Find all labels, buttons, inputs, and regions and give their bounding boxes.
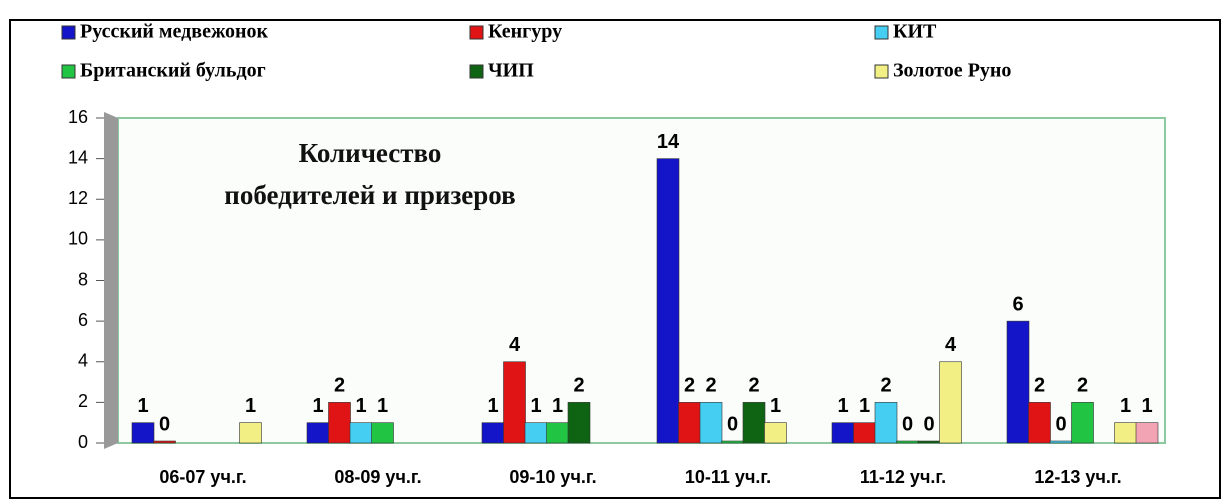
value-label: 0 — [1055, 413, 1066, 435]
value-label: 6 — [1012, 293, 1023, 315]
x-tick-label: 10-11 уч.г. — [685, 467, 771, 487]
value-label: 2 — [748, 375, 759, 397]
legend-swatch — [469, 64, 484, 79]
x-tick-label: 12-13 уч.г. — [1034, 467, 1121, 487]
y-tick-label: 10 — [68, 229, 88, 249]
bar — [567, 402, 591, 444]
value-label: 0 — [902, 413, 913, 435]
bar — [239, 422, 262, 444]
bar — [678, 402, 701, 444]
y-tick-label: 16 — [68, 107, 88, 127]
y-tick-label: 14 — [68, 147, 88, 167]
legend-swatch — [469, 25, 484, 40]
axis-wall — [104, 112, 118, 449]
value-label: 4 — [945, 334, 957, 356]
value-label: 1 — [530, 395, 541, 417]
bar — [1006, 320, 1030, 444]
y-tick-label: 12 — [68, 188, 88, 208]
y-tick-label: 0 — [78, 432, 88, 452]
chart-title: Количество победителей и призеров — [224, 138, 516, 210]
x-tick-label: 09-10 уч.г. — [509, 467, 596, 487]
value-label: 1 — [770, 395, 781, 417]
plot-area — [117, 117, 1166, 444]
value-label: 2 — [334, 375, 345, 397]
legend-swatch — [874, 25, 889, 40]
bar — [656, 158, 680, 444]
value-label: 14 — [657, 131, 680, 153]
bar — [306, 422, 330, 444]
bar — [349, 422, 373, 444]
legend-swatch — [874, 64, 889, 79]
bar — [1114, 422, 1137, 444]
legend-label: ЧИП — [488, 60, 534, 82]
bar — [742, 402, 766, 444]
y-tick-label: 8 — [78, 269, 88, 289]
y-tick-label: 6 — [78, 310, 88, 330]
bar — [1028, 402, 1051, 444]
bar — [853, 422, 876, 444]
x-tick-label: 11-12 уч.г. — [860, 467, 946, 487]
legend-label: Британский бульдог — [80, 60, 266, 82]
legend-label: КИТ — [893, 21, 937, 43]
bar — [917, 440, 941, 444]
bar — [131, 422, 155, 444]
value-label: 0 — [727, 413, 738, 435]
value-label: 1 — [552, 395, 563, 417]
value-label: 1 — [859, 395, 870, 417]
bar — [874, 402, 898, 444]
value-label: 2 — [705, 375, 716, 397]
value-label: 1 — [377, 395, 388, 417]
bar — [1049, 440, 1073, 444]
bar — [371, 422, 394, 444]
bar — [831, 422, 855, 444]
frame — [9, 19, 1221, 499]
bar — [1135, 422, 1159, 444]
value-label: 2 — [684, 375, 695, 397]
value-label: 1 — [837, 395, 848, 417]
y-tick-label: 2 — [78, 391, 88, 411]
bar — [1071, 402, 1094, 444]
value-label: 2 — [880, 375, 891, 397]
value-label: 2 — [1077, 375, 1088, 397]
value-label: 1 — [1141, 395, 1152, 417]
value-label: 1 — [487, 395, 498, 417]
x-tick-label: 06-07 уч.г. — [159, 467, 246, 487]
bar — [721, 440, 744, 444]
value-label: 1 — [1120, 395, 1131, 417]
bar — [939, 361, 962, 444]
legend-swatch — [61, 25, 76, 40]
bar — [481, 422, 505, 444]
value-label: 1 — [355, 395, 366, 417]
value-label: 1 — [137, 395, 148, 417]
value-label: 1 — [245, 395, 256, 417]
value-label: 0 — [159, 413, 170, 435]
x-tick-label: 08-09 уч.г. — [334, 467, 421, 487]
legend-swatch — [61, 64, 76, 79]
bar — [328, 402, 351, 444]
bar — [546, 422, 569, 444]
bar — [503, 361, 526, 444]
bar — [153, 440, 176, 444]
bar — [896, 440, 919, 444]
bar — [699, 402, 723, 444]
y-tick-label: 4 — [78, 351, 88, 371]
value-label: 1 — [312, 395, 323, 417]
legend-label: Русский медвежонок — [80, 21, 268, 43]
legend-label: Золотое Руно — [893, 60, 1011, 82]
value-label: 0 — [923, 413, 934, 435]
bar — [524, 422, 548, 444]
legend-label: Кенгуру — [488, 21, 562, 43]
bar — [764, 422, 787, 444]
value-label: 2 — [573, 375, 584, 397]
value-label: 2 — [1034, 375, 1045, 397]
value-label: 4 — [509, 334, 521, 356]
